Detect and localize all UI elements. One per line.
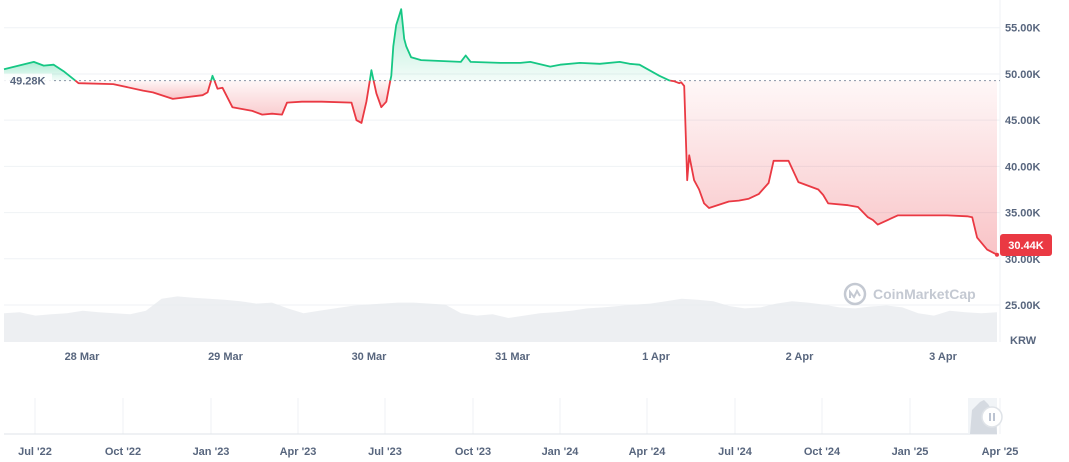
x-tick-label: 2 Apr bbox=[786, 351, 814, 363]
y-tick-label: 40.00K bbox=[1005, 161, 1041, 173]
navigator-label: Jul '24 bbox=[718, 446, 753, 458]
area-fill-down bbox=[670, 80, 997, 255]
navigator-label: Apr '25 bbox=[982, 446, 1019, 458]
range-navigator[interactable] bbox=[4, 396, 1001, 436]
area-fill-up bbox=[390, 9, 671, 81]
line-segment-down bbox=[213, 80, 371, 124]
line-segment-up bbox=[3, 61, 76, 82]
line-segment-up bbox=[389, 8, 671, 82]
x-tick-label: 29 Mar bbox=[208, 351, 244, 363]
current-price-badge-bg bbox=[1000, 234, 1052, 256]
watermark-text: CoinMarketCap bbox=[873, 286, 976, 302]
reference-label-bg bbox=[2, 73, 52, 88]
volume-area bbox=[4, 296, 997, 342]
y-tick-label: 55.00K bbox=[1005, 23, 1041, 35]
navigator-label: Jan '25 bbox=[892, 446, 929, 458]
price-line bbox=[3, 8, 999, 257]
navigator-label: Oct '23 bbox=[455, 446, 491, 458]
y-axis: 25.00K 30.00K 35.00K 40.00K 45.00K 50.00K 55.0… bbox=[1005, 23, 1041, 312]
x-tick-label: 31 Mar bbox=[495, 351, 531, 363]
area-fills bbox=[4, 9, 997, 255]
current-price-badge: 30.44K bbox=[1000, 234, 1052, 256]
x-tick-label: 3 Apr bbox=[929, 351, 957, 363]
coinmarketcap-logo-icon bbox=[843, 282, 867, 306]
navigator-bg bbox=[4, 396, 997, 436]
current-point bbox=[995, 252, 999, 257]
range-handle[interactable] bbox=[981, 406, 1003, 428]
x-tick-label: 28 Mar bbox=[65, 351, 101, 363]
current-price-label: 30.44K bbox=[1008, 240, 1044, 252]
watermark: CoinMarketCap bbox=[843, 282, 976, 306]
x-tick-label: 1 Apr bbox=[642, 351, 670, 363]
line-segment-up bbox=[368, 69, 375, 81]
reference-line-group: 49.28K bbox=[2, 73, 1000, 88]
y-tick-label: 45.00K bbox=[1005, 115, 1041, 127]
y-tick-label: 30.00K bbox=[1005, 254, 1041, 266]
navigator-label: Jan '23 bbox=[193, 446, 230, 458]
navigator-label: Oct '24 bbox=[804, 446, 841, 458]
line-segment-down bbox=[670, 79, 998, 256]
unit-label: KRW bbox=[1010, 335, 1037, 347]
volume-shape bbox=[4, 296, 997, 342]
navigator-label: Apr '24 bbox=[629, 446, 667, 458]
navigator-label: Jul '22 bbox=[18, 446, 52, 458]
reference-label: 49.28K bbox=[10, 76, 46, 88]
y-tick-label: 35.00K bbox=[1005, 208, 1041, 220]
line-segment-up bbox=[210, 74, 216, 81]
x-axis: 28 Mar 29 Mar 30 Mar 31 Mar 1 Apr 2 Apr 3 Apr bbox=[65, 351, 958, 363]
line-segment-down bbox=[372, 80, 392, 109]
navigator-label: Jul '23 bbox=[368, 446, 402, 458]
line-segment-down bbox=[74, 79, 212, 100]
navigator-label: Jan '24 bbox=[542, 446, 580, 458]
navigator-label: Oct '22 bbox=[105, 446, 141, 458]
navigator-label: Apr '23 bbox=[280, 446, 317, 458]
x-tick-label: 30 Mar bbox=[352, 351, 388, 363]
navigator-axis: Jul '22 Oct '22 Jan '23 Apr '23 Jul '23 Oct '… bbox=[18, 446, 1018, 458]
y-tick-label: 50.00K bbox=[1005, 69, 1041, 81]
y-tick-label: 25.00K bbox=[1005, 300, 1041, 312]
